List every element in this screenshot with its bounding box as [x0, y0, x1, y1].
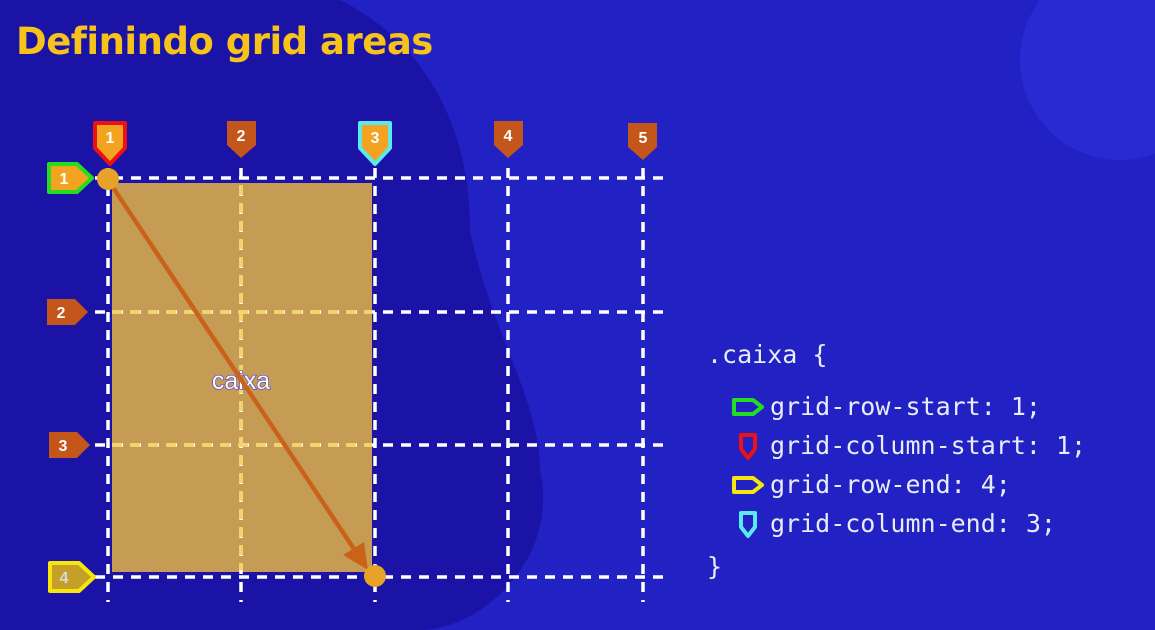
- svg-text:2: 2: [57, 305, 66, 322]
- row-marker-2: 2: [47, 299, 88, 325]
- column-marker-4: 4: [494, 121, 523, 158]
- svg-text:3: 3: [371, 130, 380, 147]
- code-property-grid-column-start: grid-column-start: 1;: [770, 431, 1087, 460]
- column-marker-2: 2: [227, 121, 256, 158]
- end-point-dot: [364, 565, 386, 587]
- code-property-grid-row-end: grid-row-end: 4;: [770, 470, 1011, 499]
- row-marker-1: 1: [47, 162, 94, 194]
- svg-text:3: 3: [59, 438, 68, 455]
- column-markers: 1 2 3 4 5: [93, 121, 657, 166]
- svg-text:1: 1: [106, 130, 115, 147]
- svg-text:1: 1: [60, 171, 69, 188]
- column-marker-3: 3: [358, 121, 392, 166]
- code-property-grid-column-end: grid-column-end: 3;: [770, 509, 1056, 538]
- svg-text:4: 4: [504, 128, 513, 145]
- row-marker-3: 3: [49, 432, 90, 458]
- caixa-label: caixa: [212, 367, 270, 395]
- svg-text:2: 2: [237, 128, 246, 145]
- code-selector: .caixa {: [707, 340, 828, 369]
- svg-text:5: 5: [639, 130, 648, 147]
- code-closing-brace: }: [707, 552, 723, 581]
- span-arrow: [97, 168, 386, 587]
- background-blob-top-right: [1020, 0, 1155, 160]
- code-property-grid-row-start: grid-row-start: 1;: [770, 392, 1041, 421]
- grid-lines-inside-box: [112, 185, 372, 570]
- green-pentagon-marker-icon: [732, 398, 764, 416]
- column-marker-1: 1: [93, 121, 127, 166]
- red-pentagon-marker-icon: [739, 433, 757, 460]
- row-markers: 1 2 3 4: [47, 162, 96, 593]
- svg-text:4: 4: [60, 570, 69, 587]
- slide-title: Definindo grid areas: [16, 20, 433, 63]
- yellow-pentagon-marker-icon: [732, 476, 764, 494]
- column-marker-5: 5: [628, 123, 657, 160]
- start-point-dot: [97, 168, 119, 190]
- row-marker-4: 4: [48, 561, 96, 593]
- cyan-pentagon-marker-icon: [739, 511, 757, 538]
